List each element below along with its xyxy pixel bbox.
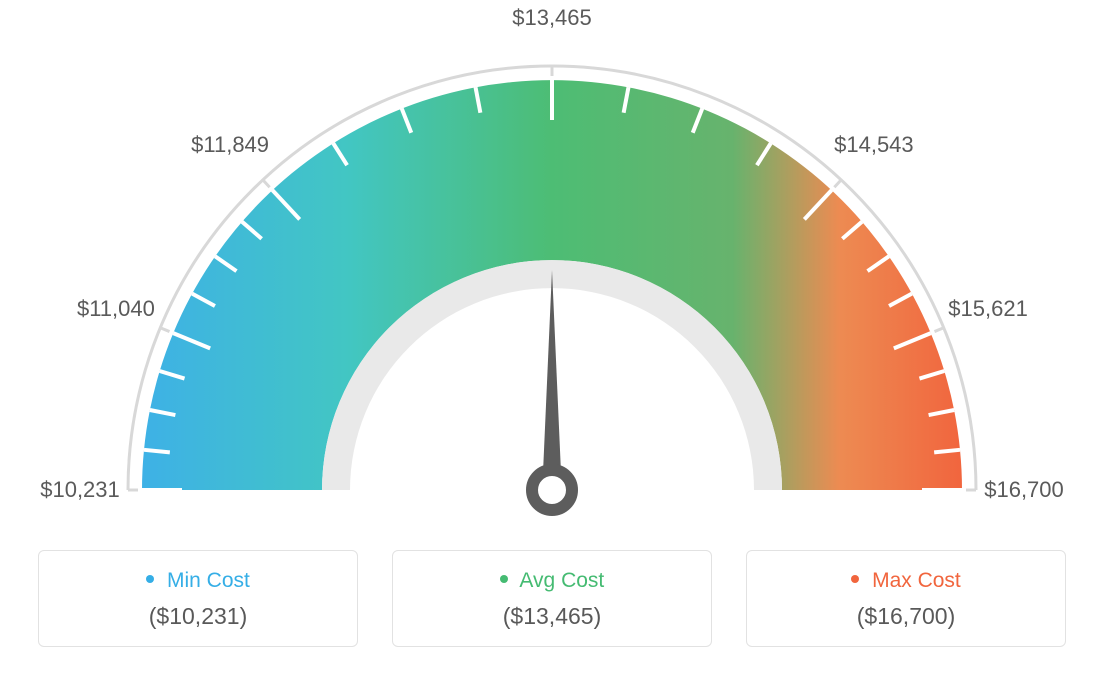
legend-value-min: ($10,231) — [49, 603, 347, 630]
legend-value-avg: ($13,465) — [403, 603, 701, 630]
gauge-svg — [0, 0, 1104, 540]
gauge-tick-label: $13,465 — [512, 5, 592, 31]
dot-icon — [500, 575, 508, 583]
gauge-tick-label: $14,543 — [834, 132, 914, 158]
gauge-tick-label: $11,040 — [77, 296, 155, 322]
legend-title-max: Max Cost — [757, 569, 1055, 593]
legend-row: Min Cost ($10,231) Avg Cost ($13,465) Ma… — [0, 550, 1104, 647]
legend-title-text: Min Cost — [167, 569, 250, 592]
legend-value-max: ($16,700) — [757, 603, 1055, 630]
legend-title-avg: Avg Cost — [403, 569, 701, 593]
gauge-tick-label: $10,231 — [40, 477, 120, 503]
legend-title-text: Max Cost — [872, 569, 961, 592]
gauge-tick-label: $11,849 — [191, 132, 269, 158]
legend-card-max: Max Cost ($16,700) — [746, 550, 1066, 647]
gauge-tick-label: $15,621 — [948, 296, 1028, 322]
legend-title-min: Min Cost — [49, 569, 347, 593]
dot-icon — [851, 575, 859, 583]
gauge-tick-label: $16,700 — [984, 477, 1064, 503]
legend-card-min: Min Cost ($10,231) — [38, 550, 358, 647]
gauge-chart: $10,231 $11,040 $11,849 $13,465 $14,543 $15,6… — [0, 0, 1104, 540]
legend-title-text: Avg Cost — [519, 569, 604, 592]
dot-icon — [146, 575, 154, 583]
legend-card-avg: Avg Cost ($13,465) — [392, 550, 712, 647]
